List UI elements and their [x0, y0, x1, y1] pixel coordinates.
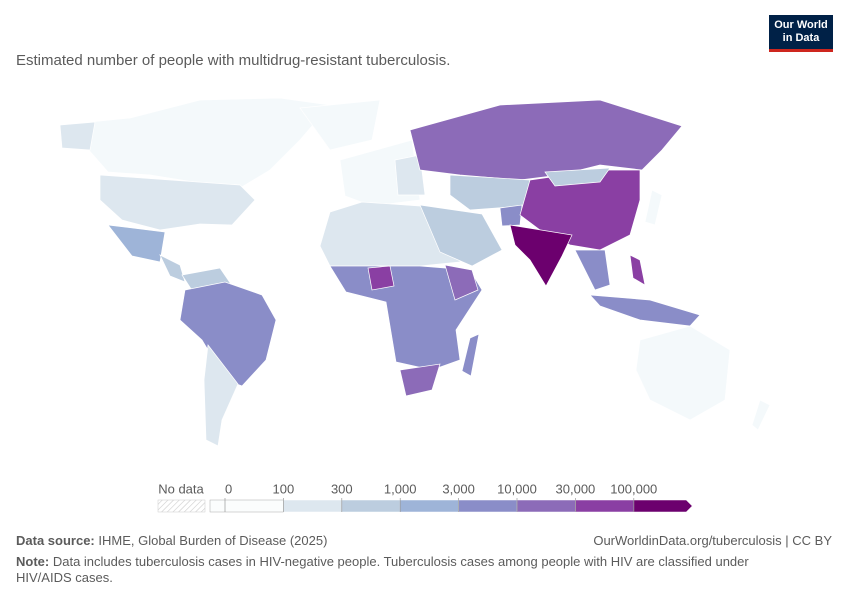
legend-tick-label: 0: [225, 481, 232, 496]
mongolia[interactable]: [544, 167, 611, 187]
eastern-europe[interactable]: [394, 154, 426, 196]
nigeria[interactable]: [367, 265, 395, 291]
source: Data source: IHME, Global Burden of Dise…: [16, 533, 327, 548]
philippines[interactable]: [629, 254, 646, 286]
logo[interactable]: Our World in Data: [769, 15, 833, 52]
legend: No data 0 100 300 1,000 3,000 10,000 30,000 100…: [157, 481, 693, 513]
legend-tick-label: 100: [273, 481, 295, 496]
central-america[interactable]: [159, 254, 186, 283]
legend-bin: [516, 499, 576, 513]
new-zealand[interactable]: [751, 399, 771, 431]
note: Note: Data includes tuberculosis cases i…: [16, 554, 806, 586]
legend-tick-label: 300: [331, 481, 353, 496]
legend-tick-label: 10,000: [497, 481, 537, 496]
greenland[interactable]: [299, 99, 381, 151]
usa[interactable]: [99, 174, 256, 231]
legend-tick-label: 30,000: [556, 481, 596, 496]
logo-line: in Data: [782, 32, 820, 44]
southeast-asia[interactable]: [574, 249, 611, 291]
indonesia[interactable]: [589, 294, 701, 327]
url[interactable]: OurWorldinData.org/tuberculosis | CC BY: [593, 533, 832, 548]
note-text: Data includes tuberculosis cases in HIV-…: [16, 554, 749, 585]
legend-bin: [209, 499, 284, 513]
north-africa[interactable]: [319, 201, 461, 267]
alaska[interactable]: [59, 121, 96, 151]
middle-east[interactable]: [419, 204, 503, 267]
logo-line: Our World: [774, 19, 828, 31]
southern-africa[interactable]: [399, 363, 441, 397]
russia[interactable]: [409, 99, 683, 181]
legend-tick-label: 1,000: [384, 481, 417, 496]
legend-bin: [575, 499, 635, 513]
east-africa[interactable]: [444, 264, 479, 301]
source-label: Data source:: [16, 533, 95, 548]
no-data-swatch: [157, 499, 206, 513]
note-label: Note:: [16, 554, 50, 569]
legend-bin: [458, 499, 518, 513]
world-map: [59, 97, 771, 447]
legend-bin: [399, 499, 459, 513]
legend-bin: [283, 499, 343, 513]
source-text[interactable]: IHME, Global Burden of Disease (2025): [98, 533, 328, 548]
central-asia[interactable]: [449, 174, 531, 211]
australia[interactable]: [635, 325, 731, 421]
chart-title: Estimated number of people with multidru…: [16, 52, 451, 69]
china[interactable]: [519, 169, 641, 251]
canada[interactable]: [59, 97, 331, 189]
india[interactable]: [509, 224, 573, 287]
afghanistan[interactable]: [499, 204, 523, 227]
legend-bin: [633, 499, 693, 513]
legend-bin: [341, 499, 401, 513]
japan[interactable]: [644, 189, 663, 226]
southern-cone[interactable]: [203, 344, 239, 447]
no-data-label: No data: [158, 481, 204, 496]
brazil-region[interactable]: [179, 281, 277, 387]
legend-tick-label: 3,000: [442, 481, 475, 496]
legend-tick-label: 100,000: [610, 481, 657, 496]
madagascar[interactable]: [461, 333, 480, 377]
mexico[interactable]: [107, 224, 166, 263]
